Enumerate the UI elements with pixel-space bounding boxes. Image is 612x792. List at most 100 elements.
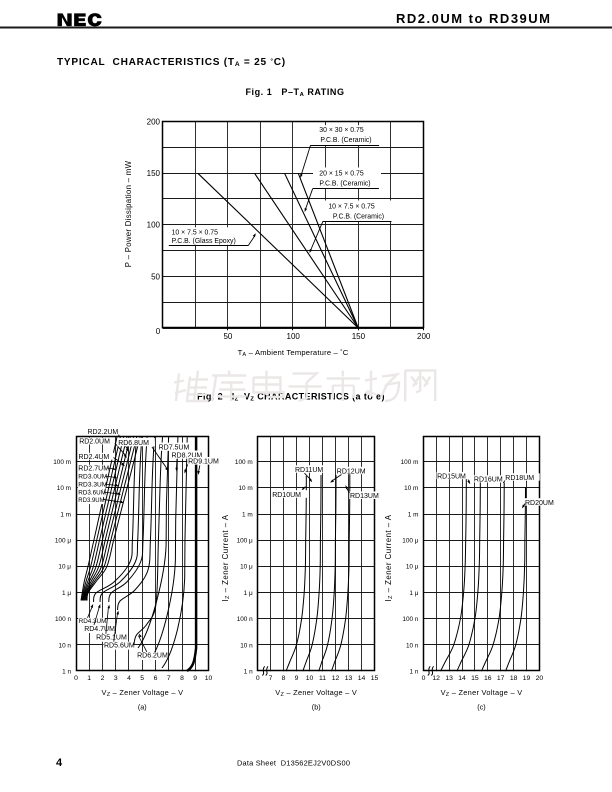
svg-text:10 m: 10 m (238, 485, 252, 492)
svg-text:50: 50 (223, 332, 232, 341)
svg-text:1 m: 1 m (408, 511, 419, 518)
svg-text:13: 13 (445, 675, 453, 682)
svg-text:1: 1 (87, 675, 91, 682)
svg-text:P.C.B. (Ceramic): P.C.B. (Ceramic) (333, 213, 384, 220)
svg-text:VZ – Zener Voltage – V: VZ – Zener Voltage – V (275, 688, 357, 698)
svg-text:P – Power Dissipation – mW: P – Power Dissipation – mW (124, 160, 133, 267)
svg-text:12: 12 (432, 675, 440, 682)
svg-text:Fig. 1 P–TA RATING: Fig. 1 P–TA RATING (245, 87, 344, 98)
svg-text:11: 11 (319, 675, 326, 682)
svg-text:1 n: 1 n (62, 669, 71, 676)
svg-text:100 n: 100 n (402, 616, 418, 623)
svg-text:100 m: 100 m (235, 459, 253, 466)
svg-text:10 n: 10 n (406, 642, 419, 649)
svg-text:18: 18 (510, 675, 518, 682)
svg-text:VZ – Zener Voltage – V: VZ – Zener Voltage – V (101, 688, 183, 698)
svg-text:10 μ: 10 μ (58, 564, 71, 571)
svg-text:13: 13 (345, 675, 353, 682)
svg-text:20: 20 (536, 675, 544, 682)
svg-text:150: 150 (147, 169, 161, 178)
svg-text:10 n: 10 n (59, 642, 72, 649)
svg-text:RD3.3UM: RD3.3UM (78, 482, 107, 489)
svg-text:150: 150 (352, 332, 366, 341)
svg-text:RD6.2UM: RD6.2UM (137, 653, 168, 660)
svg-text:15: 15 (471, 675, 479, 682)
svg-text:30 × 30 × 0.75: 30 × 30 × 0.75 (319, 127, 364, 134)
svg-text:100 n: 100 n (237, 616, 253, 623)
svg-text:RD5.6UM: RD5.6UM (104, 642, 135, 649)
svg-text:14: 14 (358, 675, 366, 682)
svg-text:100 m: 100 m (401, 459, 419, 466)
svg-text:RD2.0UM to RD39UM: RD2.0UM to RD39UM (396, 11, 552, 26)
svg-text:17: 17 (497, 675, 505, 682)
svg-text:RD4.7UM: RD4.7UM (84, 626, 115, 633)
svg-text:RD5.1UM: RD5.1UM (96, 635, 127, 642)
svg-text:1 μ: 1 μ (244, 590, 253, 597)
svg-text:1 μ: 1 μ (62, 590, 71, 597)
svg-text:0: 0 (74, 675, 78, 682)
svg-text:5: 5 (140, 675, 144, 682)
svg-text:RD11UM: RD11UM (295, 467, 323, 474)
svg-text:RD4.3UM: RD4.3UM (79, 618, 107, 625)
svg-text:20 × 15 × 0.75: 20 × 15 × 0.75 (319, 170, 364, 177)
svg-text:RD13UM: RD13UM (350, 493, 379, 500)
svg-text:RD8.2UM: RD8.2UM (172, 452, 203, 459)
svg-text:2: 2 (101, 675, 105, 682)
svg-text:10 μ: 10 μ (406, 564, 419, 571)
svg-text:16: 16 (484, 675, 492, 682)
svg-text:19: 19 (523, 675, 531, 682)
svg-text:0: 0 (422, 675, 426, 682)
svg-text:IZ – Zener Current – A: IZ – Zener Current – A (384, 514, 394, 601)
svg-text:14: 14 (458, 675, 466, 682)
svg-text:(a): (a) (138, 703, 147, 712)
svg-text:RD2.0UM: RD2.0UM (79, 439, 110, 446)
svg-text:100: 100 (287, 332, 301, 341)
svg-text:9: 9 (295, 675, 299, 682)
svg-text:P.C.B. (Ceramic): P.C.B. (Ceramic) (319, 180, 370, 187)
svg-text:10 n: 10 n (240, 642, 253, 649)
svg-text:100: 100 (147, 221, 161, 230)
svg-text:0: 0 (256, 675, 260, 682)
svg-text:RD2.2UM: RD2.2UM (88, 429, 119, 436)
svg-text:12: 12 (332, 675, 340, 682)
svg-text:(b): (b) (312, 703, 321, 712)
svg-text:100 n: 100 n (55, 616, 71, 623)
svg-text:7: 7 (269, 675, 273, 682)
svg-text:1 m: 1 m (60, 511, 71, 518)
svg-text:RD9.1UM: RD9.1UM (188, 459, 219, 466)
svg-text:10 μ: 10 μ (240, 564, 253, 571)
svg-text:P.C.B. (Ceramic): P.C.B. (Ceramic) (320, 137, 371, 144)
svg-text:10 × 7.5 × 0.75: 10 × 7.5 × 0.75 (328, 203, 375, 210)
svg-text:RD2.4UM: RD2.4UM (79, 454, 110, 461)
svg-text:4: 4 (127, 675, 131, 682)
svg-text:RD6.8UM: RD6.8UM (118, 440, 149, 447)
svg-text:15: 15 (371, 675, 379, 682)
svg-text:8: 8 (180, 675, 184, 682)
svg-text:200: 200 (147, 118, 161, 127)
svg-text:10 m: 10 m (404, 485, 418, 492)
svg-text:100 μ: 100 μ (237, 538, 253, 545)
svg-text:1 n: 1 n (410, 669, 419, 676)
svg-text:TYPICAL CHARACTERISTICS (TA =: TYPICAL CHARACTERISTICS (TA = 25 °C) (57, 57, 286, 68)
svg-text:RD12UM: RD12UM (337, 468, 366, 475)
svg-text:Data Sheet D13562EJ2V0DS00: Data Sheet D13562EJ2V0DS00 (237, 758, 350, 767)
svg-text:RD2.7UM: RD2.7UM (78, 466, 109, 473)
svg-text:50: 50 (151, 272, 160, 281)
svg-text:1 μ: 1 μ (409, 590, 418, 597)
svg-text:3: 3 (114, 675, 118, 682)
svg-text:10: 10 (205, 675, 213, 682)
svg-text:RD15UM: RD15UM (437, 474, 466, 481)
svg-text:RD3.0UM: RD3.0UM (78, 474, 107, 481)
svg-text:0: 0 (156, 327, 161, 336)
svg-text:100 μ: 100 μ (55, 538, 71, 545)
svg-text:P.C.B. (Glass Epoxy): P.C.B. (Glass Epoxy) (172, 238, 236, 245)
svg-text:10: 10 (306, 675, 314, 682)
svg-text:RD3.6UM: RD3.6UM (78, 490, 106, 497)
svg-text:RD7.5UM: RD7.5UM (159, 445, 190, 452)
svg-text:RD20UM: RD20UM (525, 500, 554, 507)
svg-text:RD18UM: RD18UM (505, 475, 534, 482)
svg-text:TA – Ambient Temperature – °C: TA – Ambient Temperature – °C (238, 348, 349, 358)
svg-text:10 × 7.5 × 0.75: 10 × 7.5 × 0.75 (172, 230, 219, 237)
svg-text:RD3.9UM: RD3.9UM (78, 498, 104, 504)
svg-text:7: 7 (167, 675, 171, 682)
